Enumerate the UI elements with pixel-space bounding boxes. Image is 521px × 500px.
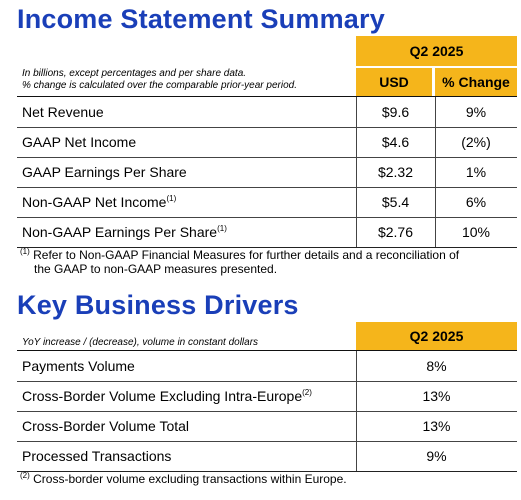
row-label: Payments Volume: [22, 358, 135, 374]
usd-value: $2.76: [377, 224, 414, 240]
income-header-divider: [17, 96, 517, 97]
drivers-period-header-label: Q2 2025: [409, 328, 464, 344]
income-footnote: (1) Refer to Non-GAAP Financial Measures…: [20, 247, 460, 277]
income-note-line2: % change is calculated over the comparab…: [22, 80, 297, 91]
row-label: Cross-Border Volume Total: [22, 418, 190, 434]
drivers-note: YoY increase / (decrease), volume in con…: [22, 337, 259, 348]
drivers-header-divider: [17, 350, 517, 351]
row-label: GAAP Earnings Per Share: [22, 164, 187, 180]
period-header-label: Q2 2025: [409, 43, 464, 59]
driver-value: 13%: [422, 388, 451, 404]
income-row: GAAP Earnings Per Share $2.32 1%: [17, 157, 517, 188]
row-label: Cross-Border Volume Excluding Intra-Euro…: [22, 388, 312, 404]
row-label: Processed Transactions: [22, 448, 172, 464]
change-value: 6%: [465, 194, 487, 210]
income-row: Non-GAAP Net Income(1) $5.4 6%: [17, 187, 517, 218]
driver-row: Cross-Border Volume Total 13%: [17, 411, 517, 442]
usd-value: $9.6: [381, 104, 410, 120]
income-note-line1: In billions, except percentages and per …: [22, 68, 247, 79]
row-label: Net Revenue: [22, 104, 104, 120]
period-header-cell: [356, 36, 517, 66]
row-label: Non-GAAP Earnings Per Share(1): [22, 224, 227, 240]
change-value: 1%: [465, 164, 487, 180]
drivers-period-header-cell: [356, 322, 517, 350]
income-row: Net Revenue $9.6 9%: [17, 97, 517, 128]
usd-column-header: USD: [379, 74, 409, 90]
change-column-header: % Change: [442, 74, 510, 90]
usd-value: $4.6: [381, 134, 410, 150]
driver-row: Cross-Border Volume Excluding Intra-Euro…: [17, 381, 517, 412]
income-row: GAAP Net Income $4.6 (2%): [17, 127, 517, 158]
change-value: 10%: [461, 224, 491, 240]
driver-value: 13%: [422, 418, 451, 434]
driver-row: Processed Transactions 9%: [17, 441, 517, 472]
driver-value: 8%: [426, 358, 447, 374]
drivers-footnote: (2) Cross-border volume excluding transa…: [20, 471, 347, 487]
row-label: GAAP Net Income: [22, 134, 137, 150]
driver-row: Payments Volume 8%: [17, 351, 517, 382]
driver-value: 9%: [426, 448, 447, 464]
usd-value: $5.4: [381, 194, 410, 210]
change-value: (2%): [461, 134, 491, 150]
usd-header-cell: [356, 68, 432, 96]
income-row: Non-GAAP Earnings Per Share(1) $2.76 10%: [17, 217, 517, 248]
row-label: Non-GAAP Net Income(1): [22, 194, 177, 210]
change-value: 9%: [465, 104, 487, 120]
usd-value: $2.32: [377, 164, 414, 180]
change-header-cell: [435, 68, 517, 96]
key-business-drivers-title: Key Business Drivers: [17, 290, 299, 320]
income-statement-title: Income Statement Summary: [17, 4, 385, 34]
